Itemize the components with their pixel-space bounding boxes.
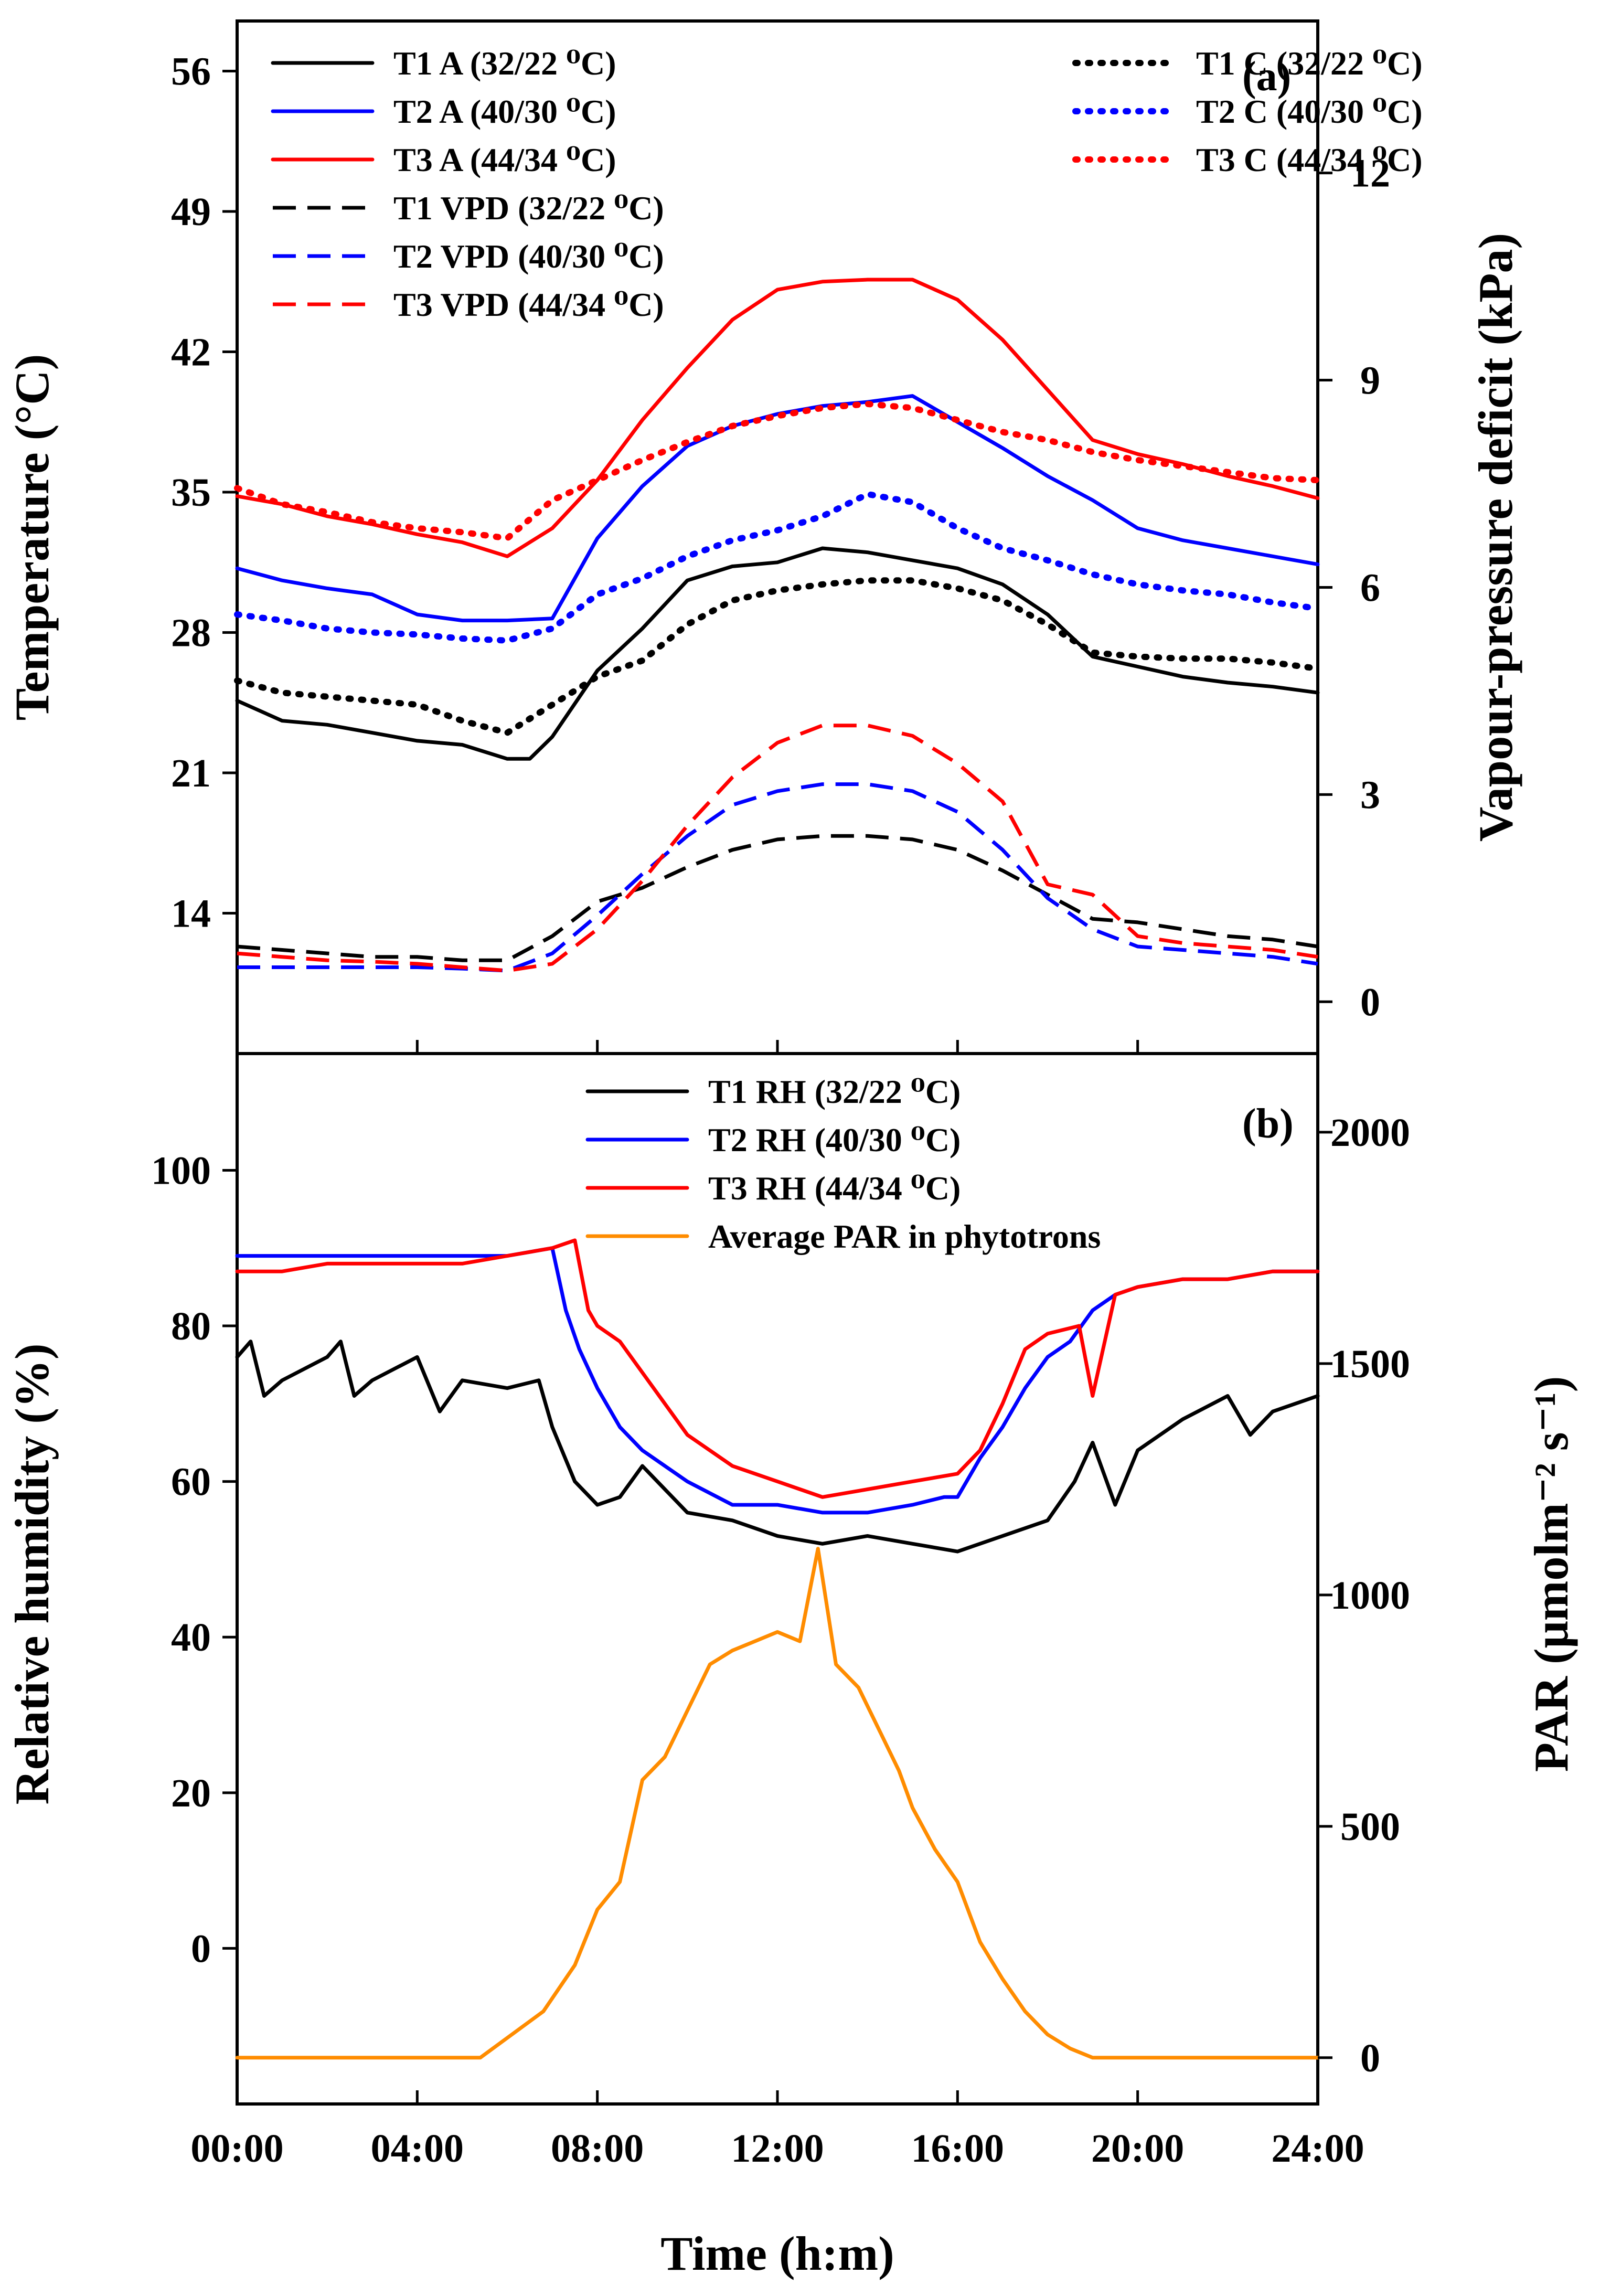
panel-a-series-line-1 <box>235 394 1320 623</box>
panel-b-y2-tick-label: 1000 <box>1330 1574 1410 1618</box>
panel-a-y-tick-label: 28 <box>171 611 211 655</box>
legend-label: T2 A (40/30 ⁰C) <box>393 93 616 130</box>
panel-b-series-line-1 <box>235 1246 1320 1515</box>
panel-b-y2-tick-label: 0 <box>1360 2036 1380 2080</box>
panel-b-y2-tick-label: 2000 <box>1330 1111 1410 1155</box>
panel-a-y2-tick-label: 0 <box>1360 980 1380 1024</box>
panel-a-y-tick-label: 56 <box>171 50 211 94</box>
panel-a-y-tick-label: 14 <box>171 892 211 936</box>
panel-b-y-tick-label: 0 <box>191 1927 211 1971</box>
legend-label: T1 A (32/22 ⁰C) <box>393 45 616 82</box>
panel-b-y2-axis-title: PAR (μmolm⁻² s⁻¹) <box>1524 1376 1578 1772</box>
panel-a-y-axis-title: Temperature (°C) <box>5 354 59 721</box>
x-axis-title: Time (h:m) <box>660 2227 894 2280</box>
legend-label: T3 RH (44/34 ⁰C) <box>708 1170 961 1207</box>
panel-a-y-tick-label: 21 <box>171 751 211 795</box>
panel-a-series-line-0 <box>235 546 1320 761</box>
panel-a-y-tick-label: 42 <box>171 331 211 375</box>
panel-a-series-line-5 <box>234 400 1321 541</box>
legend-label: T3 A (44/34 ⁰C) <box>393 141 616 178</box>
legend-label: Average PAR in phytotrons <box>708 1218 1101 1255</box>
panel-b-y-tick-label: 80 <box>171 1304 211 1348</box>
panel-a-series-line-4 <box>234 491 1321 644</box>
panel-a-y2-tick-label: 12 <box>1350 152 1390 196</box>
legend-label: T1 RH (32/22 ⁰C) <box>708 1073 961 1110</box>
panel-b-frame <box>236 1052 1319 2106</box>
x-tick-label: 16:00 <box>911 2127 1004 2171</box>
x-tick-label: 04:00 <box>371 2127 464 2171</box>
legend-label: T3 C (44/34 ⁰C) <box>1196 141 1423 178</box>
panel-a-series-line-7 <box>237 782 1318 973</box>
panel-a-letter: (a) <box>1242 54 1291 100</box>
panel-b-y-tick-label: 40 <box>171 1615 211 1660</box>
x-tick-label: 00:00 <box>190 2127 283 2171</box>
panel-a-plot-area <box>234 278 1321 973</box>
legend-label: T1 VPD (32/22 ⁰C) <box>393 189 664 227</box>
panel-b-plot-area <box>235 1238 1320 2060</box>
legend-label: T2 C (40/30 ⁰C) <box>1196 93 1423 130</box>
panel-b-y-tick-label: 20 <box>171 1771 211 1815</box>
panel-b-y-axis-title: Relative humidity (%) <box>5 1343 59 1804</box>
x-tick-label: 12:00 <box>731 2127 824 2171</box>
legend-label: T3 VPD (44/34 ⁰C) <box>393 286 664 323</box>
panel-a-y-tick-label: 35 <box>171 471 211 515</box>
x-tick-label: 08:00 <box>551 2127 644 2171</box>
panel-b-series-line-0 <box>235 1340 1320 1554</box>
panel-b-letter: (b) <box>1242 1101 1294 1147</box>
panel-b-y2-tick-label: 1500 <box>1330 1342 1410 1386</box>
legend-label: T2 VPD (40/30 ⁰C) <box>393 238 664 275</box>
panel-a-y2-tick-label: 9 <box>1360 359 1380 403</box>
panel-b-legend: T1 RH (32/22 ⁰C) T2 RH (40/30 ⁰C) T3 RH (4… <box>585 1073 1101 1255</box>
panel-a-y-tick-label: 49 <box>171 190 211 234</box>
legend-label: T1 C (32/22 ⁰C) <box>1196 45 1423 82</box>
panel-a-y2-tick-label: 6 <box>1360 566 1380 610</box>
panel-b-series-line-2 <box>235 1238 1320 1499</box>
x-tick-label: 20:00 <box>1091 2127 1184 2171</box>
panel-b-y-tick-label: 100 <box>151 1149 211 1193</box>
panel-a-series-line-6 <box>237 834 1318 962</box>
panel-a-series-line-3 <box>234 577 1321 736</box>
panel-b-y2-tick-label: 500 <box>1340 1805 1400 1849</box>
panel-a-legend: T1 A (32/22 ⁰C) T2 A (40/30 ⁰C) T3 A (44/3… <box>271 45 1423 323</box>
panel-a-series-line-2 <box>235 278 1320 558</box>
panel-a-series-line-8 <box>237 724 1318 973</box>
legend-label: T2 RH (40/30 ⁰C) <box>708 1121 961 1158</box>
x-tick-label: 24:00 <box>1271 2127 1364 2171</box>
panel-b-y-tick-label: 60 <box>171 1460 211 1504</box>
panel-a-y2-tick-label: 3 <box>1360 773 1380 817</box>
panel-a-y2-axis-title: Vapour-pressure deficit (kPa) <box>1469 233 1522 842</box>
panel-b-series-line-3 <box>235 1547 1320 2060</box>
